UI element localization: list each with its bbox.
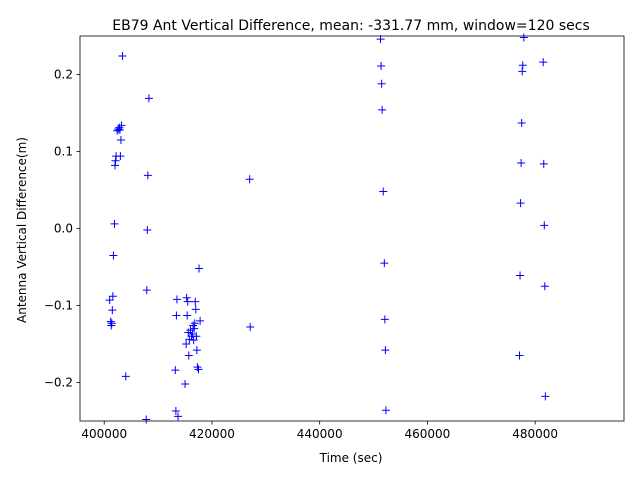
data-point [183, 311, 192, 320]
data-point [515, 351, 524, 360]
y-tick-label: 0.0 [54, 222, 73, 236]
data-point [380, 259, 389, 268]
data-point [539, 58, 548, 67]
data-point [114, 125, 123, 134]
data-point [376, 35, 385, 44]
data-point [518, 67, 527, 76]
data-point [192, 332, 201, 341]
data-point [115, 125, 124, 134]
data-point [540, 282, 549, 291]
data-point [540, 221, 549, 230]
data-point [172, 295, 181, 304]
data-point [117, 121, 126, 130]
chart-title: EB79 Ant Vertical Difference, mean: -331… [112, 18, 589, 34]
data-point [106, 317, 115, 326]
data-point [171, 406, 180, 415]
data-point [184, 351, 193, 360]
data-point [195, 264, 204, 273]
data-point [517, 119, 526, 128]
data-point [377, 62, 386, 71]
data-point [172, 311, 181, 320]
data-point [539, 159, 548, 168]
data-point [192, 346, 201, 355]
data-point [143, 171, 152, 180]
data-point [105, 296, 114, 305]
data-point [110, 219, 119, 228]
x-axis-ticks: 400000 420000 440000 460000 480000 [81, 421, 558, 441]
data-point [378, 105, 387, 114]
data-point [186, 326, 195, 335]
data-point [194, 365, 203, 374]
data-point [108, 292, 117, 301]
data-point [190, 324, 199, 333]
data-point [108, 306, 117, 315]
data-point [182, 293, 191, 302]
x-axis-label: Time (sec) [319, 451, 383, 465]
data-point [516, 271, 525, 280]
data-point [377, 79, 386, 88]
data-point [381, 406, 390, 415]
data-point [121, 372, 130, 381]
y-tick-label: 0.2 [54, 68, 73, 82]
data-point [142, 286, 151, 295]
data-point [190, 319, 199, 328]
x-tick-label: 460000 [404, 427, 450, 441]
data-point [142, 415, 151, 424]
data-point [116, 135, 125, 144]
data-point [111, 156, 120, 165]
data-point [516, 199, 525, 208]
y-axis-label: Antenna Vertical Difference(m) [15, 137, 29, 323]
data-point [518, 61, 527, 70]
x-tick-label: 440000 [297, 427, 343, 441]
data-point [107, 319, 116, 328]
data-point [245, 175, 254, 184]
y-tick-label: 0.1 [54, 145, 73, 159]
data-point [116, 152, 125, 161]
x-tick-label: 480000 [512, 427, 558, 441]
data-point [541, 392, 550, 401]
data-point [246, 323, 255, 332]
y-axis-ticks: −0.2 −0.1 0.0 0.1 0.2 [44, 68, 80, 390]
y-tick-label: −0.2 [44, 376, 73, 390]
data-point [109, 251, 118, 260]
data-point [111, 161, 120, 170]
data-point [519, 33, 528, 42]
y-tick-label: −0.1 [44, 299, 73, 313]
data-point [380, 315, 389, 324]
data-point [379, 187, 388, 196]
data-point [174, 412, 183, 421]
data-point [517, 159, 526, 168]
x-tick-label: 400000 [81, 427, 127, 441]
data-point [182, 340, 191, 348]
data-point [118, 52, 127, 61]
data-point [181, 380, 190, 389]
data-point [171, 366, 180, 375]
data-point [144, 94, 153, 103]
data-point [191, 305, 200, 314]
data-point [191, 297, 200, 306]
data-point [196, 316, 205, 325]
x-tick-label: 420000 [189, 427, 235, 441]
data-point [183, 297, 192, 306]
data-points [105, 33, 550, 424]
data-point [381, 346, 390, 355]
plot-frame [79, 35, 625, 422]
data-point [143, 226, 152, 235]
